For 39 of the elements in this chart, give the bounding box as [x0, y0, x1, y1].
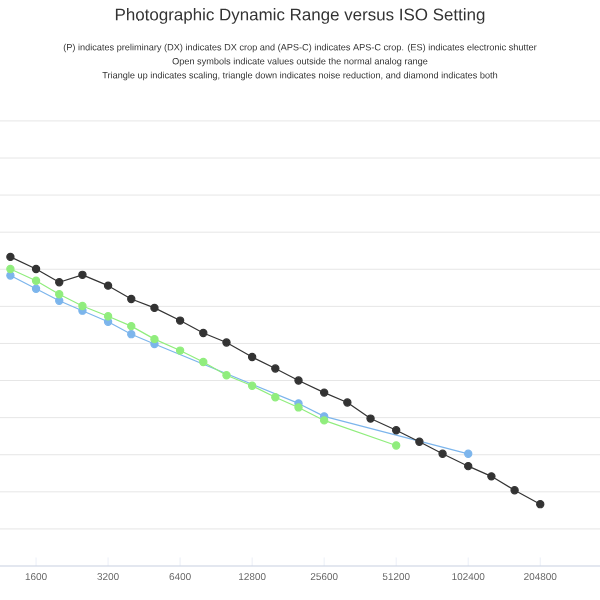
point [366, 414, 375, 423]
point [510, 486, 519, 495]
point [78, 301, 87, 311]
point [464, 461, 473, 471]
point [103, 312, 113, 321]
point [150, 334, 159, 344]
point [222, 338, 231, 347]
point [319, 388, 329, 397]
point [31, 284, 41, 293]
point [150, 303, 159, 313]
point [6, 264, 15, 274]
point [6, 252, 15, 262]
point [415, 437, 424, 446]
point [247, 352, 257, 362]
point [487, 472, 496, 481]
point [271, 364, 280, 373]
point [31, 264, 41, 274]
point [438, 449, 447, 458]
point [78, 270, 87, 280]
point [199, 357, 208, 367]
point [271, 393, 280, 402]
point [175, 346, 185, 355]
point [103, 281, 113, 290]
chart-title: Photographic Dynamic Range versus ISO Setting [115, 8, 485, 24]
point [343, 398, 352, 407]
point [31, 276, 41, 285]
point [222, 371, 231, 380]
point [175, 316, 185, 325]
point [127, 329, 136, 339]
point [55, 296, 64, 305]
point [536, 499, 545, 509]
point [247, 381, 257, 390]
point [127, 321, 136, 331]
point [127, 294, 136, 304]
point [392, 426, 401, 435]
point [294, 376, 303, 385]
point [55, 278, 64, 287]
point [55, 290, 64, 299]
point [199, 328, 208, 338]
